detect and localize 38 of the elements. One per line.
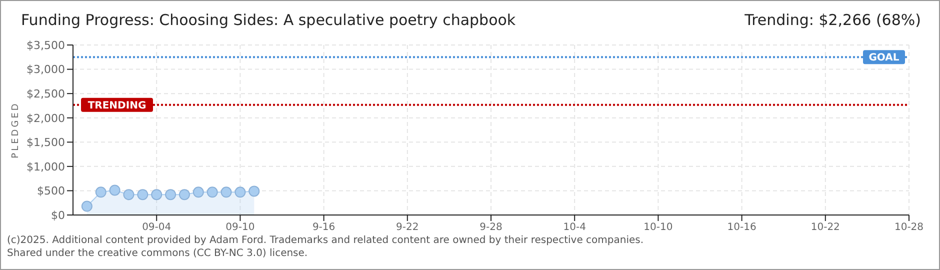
x-tick-label: 10-22	[810, 222, 840, 234]
y-tick-label: $3,000	[26, 63, 65, 76]
y-tick-label: $2,000	[26, 112, 65, 125]
point	[95, 186, 106, 198]
point	[248, 186, 260, 197]
x-tick-label: 10-28	[894, 222, 924, 234]
point	[178, 189, 190, 200]
point	[192, 186, 204, 198]
y-axis-title: PLEDGED	[11, 102, 22, 158]
chart-title: Funding Progress: Choosing Sides: A speculative poetry chapbook	[21, 11, 516, 29]
point	[137, 189, 148, 200]
y-tick-label: $1,000	[26, 160, 65, 174]
point	[206, 186, 218, 198]
y-tick-label: $500	[37, 184, 65, 198]
x-tick-label: 10-16	[727, 222, 756, 234]
x-tick-label: 9-16	[312, 222, 336, 234]
y-tick-label: $1,500	[26, 136, 65, 150]
x-tick-label: 10-4	[563, 222, 586, 234]
point	[165, 189, 176, 200]
x-tick-label: 09-10	[226, 222, 255, 234]
y-tick-label: $2,500	[26, 87, 65, 100]
x-tick-label: 10-10	[644, 222, 673, 234]
point	[109, 184, 120, 196]
point	[81, 200, 92, 212]
y-tick-label: $3,500	[26, 38, 65, 52]
ref-line-label: GOAL	[868, 52, 900, 64]
chart-subtitle: Trending: $2,266 (68%)	[744, 11, 921, 29]
point	[151, 189, 162, 200]
x-tick-label: 9-28	[480, 222, 502, 234]
point	[123, 189, 134, 200]
x-tick-label: 9-22	[396, 222, 419, 234]
x-tick-label: 09-04	[142, 222, 172, 234]
y-tick-label: $0	[51, 208, 65, 222]
text: (c)2025. Additional content provided by Adam Ford. Trademarks and related content are owned by their respective companies.	[7, 234, 644, 247]
ref-line-label: TRENDING	[88, 100, 146, 112]
point	[234, 186, 246, 198]
text: Shared under the creative commons (CC BY-NC 3.0) license.	[7, 247, 309, 260]
point	[220, 186, 232, 198]
